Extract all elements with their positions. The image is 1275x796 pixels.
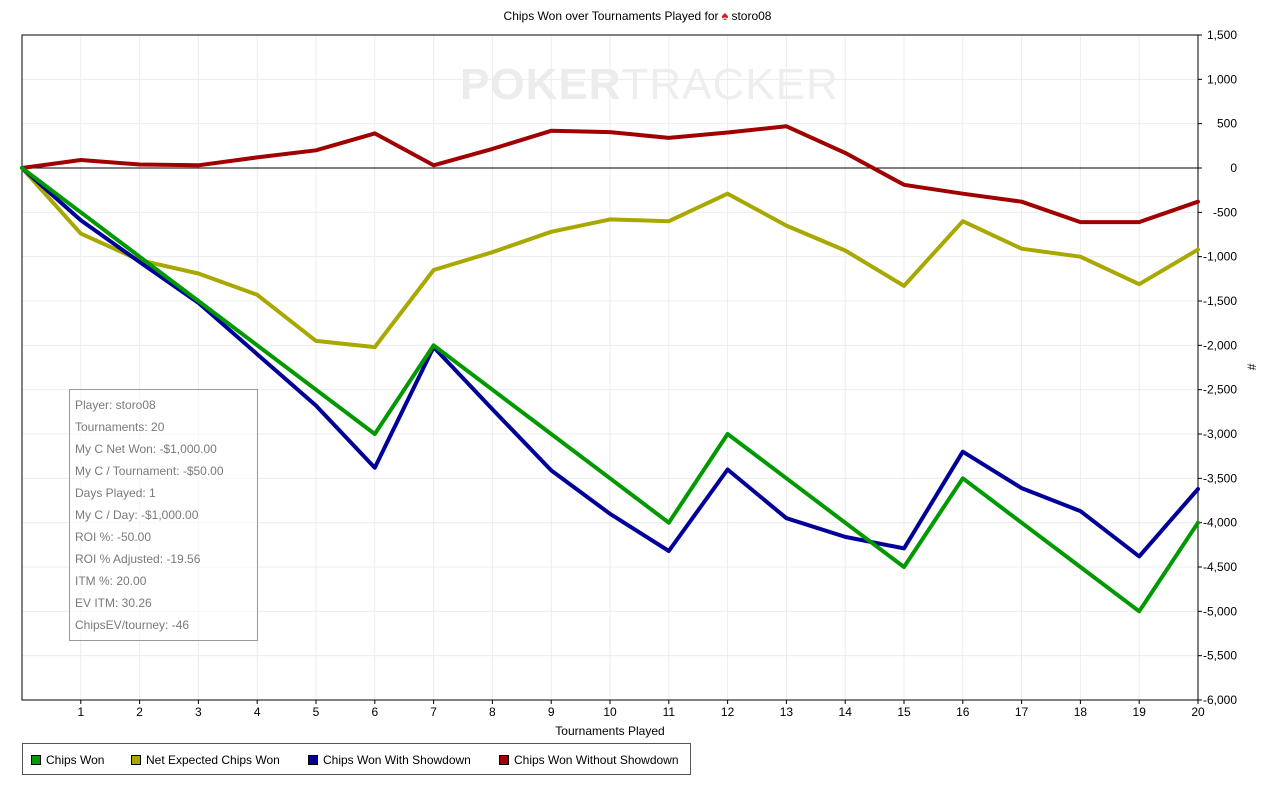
legend-label: Net Expected Chips Won bbox=[146, 753, 280, 767]
x-tick-label: 5 bbox=[313, 705, 320, 719]
series-line-net-expected-chips-won bbox=[20, 166, 1200, 350]
y-tick-label: 1,000 bbox=[1207, 72, 1237, 86]
series-line-chips-won bbox=[20, 166, 1200, 614]
legend-swatch bbox=[131, 755, 141, 765]
y-tick-label: -6,000 bbox=[1203, 693, 1237, 707]
stats-chipsev-per-tourney: ChipsEV/tourney: -46 bbox=[75, 618, 190, 632]
stats-roi-adjusted: ROI % Adjusted: -19.56 bbox=[75, 552, 201, 566]
legend-item-with-showdown: Chips Won With Showdown bbox=[308, 753, 471, 767]
chart-title-prefix: Chips Won over Tournaments Played for bbox=[503, 9, 719, 23]
legend-label: Chips Won Without Showdown bbox=[514, 753, 679, 767]
x-tick-label: 3 bbox=[195, 705, 202, 719]
y-tick-label: -1,500 bbox=[1203, 294, 1237, 308]
legend-swatch bbox=[31, 755, 41, 765]
y-tick-label: -3,500 bbox=[1203, 471, 1237, 485]
y-tick-label: 1,500 bbox=[1207, 28, 1237, 42]
stats-roi: ROI %: -50.00 bbox=[75, 530, 152, 544]
stats-tournaments: Tournaments: 20 bbox=[75, 420, 165, 434]
x-tick-label: 13 bbox=[780, 705, 794, 719]
x-tick-label: 2 bbox=[136, 705, 143, 719]
watermark-thin: TRACKER bbox=[621, 60, 839, 109]
pokertracker-watermark-logo: POKERTRACKER bbox=[460, 60, 839, 110]
y-tick-label: 0 bbox=[1230, 161, 1237, 175]
x-axis-label: Tournaments Played bbox=[555, 724, 665, 738]
y-tick-label: -4,000 bbox=[1203, 516, 1237, 530]
y-tick-label: -2,500 bbox=[1203, 383, 1237, 397]
y-tick-label: -500 bbox=[1213, 205, 1237, 219]
x-tick-label: 9 bbox=[548, 705, 555, 719]
y-tick-label: -5,500 bbox=[1203, 649, 1237, 663]
stats-player: Player: storo08 bbox=[75, 398, 156, 412]
y-tick-label: -3,000 bbox=[1203, 427, 1237, 441]
legend-swatch bbox=[499, 755, 509, 765]
watermark-bold: POKER bbox=[460, 60, 622, 109]
stats-days-played: Days Played: 1 bbox=[75, 486, 156, 500]
x-tick-label: 10 bbox=[603, 705, 617, 719]
x-tick-label: 1 bbox=[77, 705, 84, 719]
y-axis-label: # bbox=[1244, 363, 1259, 371]
legend-label: Chips Won bbox=[46, 753, 105, 767]
y-tick-label: -2,000 bbox=[1203, 338, 1237, 352]
y-tick-label: -4,500 bbox=[1203, 560, 1237, 574]
legend-swatch bbox=[308, 755, 318, 765]
x-tick-label: 17 bbox=[1015, 705, 1029, 719]
chart-title-player: storo08 bbox=[731, 9, 772, 23]
x-tick-label: 19 bbox=[1133, 705, 1147, 719]
legend-item-chips-won: Chips Won bbox=[31, 753, 104, 767]
chart-legend: Chips Won Net Expected Chips Won Chips W… bbox=[22, 743, 691, 775]
x-tick-label: 20 bbox=[1191, 705, 1205, 719]
x-tick-label: 15 bbox=[897, 705, 911, 719]
series-line-chips-won-without-showdown bbox=[20, 124, 1200, 225]
x-tick-label: 8 bbox=[489, 705, 496, 719]
y-tick-label: 500 bbox=[1217, 117, 1237, 131]
chart-title: Chips Won over Tournaments Played for ♠ st… bbox=[0, 8, 1275, 23]
stats-net-won: My C Net Won: -$1,000.00 bbox=[75, 442, 217, 456]
y-tick-label: -5,000 bbox=[1203, 604, 1237, 618]
x-tick-label: 7 bbox=[430, 705, 437, 719]
x-tick-label: 12 bbox=[721, 705, 735, 719]
x-tick-label: 4 bbox=[254, 705, 261, 719]
x-tick-label: 14 bbox=[839, 705, 853, 719]
series-line-chips-won-with-showdown bbox=[20, 166, 1200, 559]
x-tick-label: 6 bbox=[371, 705, 378, 719]
stats-ev-itm: EV ITM: 30.26 bbox=[75, 596, 152, 610]
spade-icon: ♠ bbox=[721, 8, 729, 23]
x-tick-label: 11 bbox=[663, 705, 676, 719]
legend-item-without-showdown: Chips Won Without Showdown bbox=[499, 753, 679, 767]
x-tick-label: 16 bbox=[956, 705, 970, 719]
x-tick-label: 18 bbox=[1074, 705, 1088, 719]
stats-itm: ITM %: 20.00 bbox=[75, 574, 147, 588]
y-tick-label: -1,000 bbox=[1203, 250, 1237, 264]
stats-box: Player: storo08 Tournaments: 20 My C Net… bbox=[69, 389, 258, 641]
legend-label: Chips Won With Showdown bbox=[323, 753, 471, 767]
stats-per-tournament: My C / Tournament: -$50.00 bbox=[75, 464, 224, 478]
legend-item-net-expected: Net Expected Chips Won bbox=[131, 753, 280, 767]
stats-per-day: My C / Day: -$1,000.00 bbox=[75, 508, 199, 522]
